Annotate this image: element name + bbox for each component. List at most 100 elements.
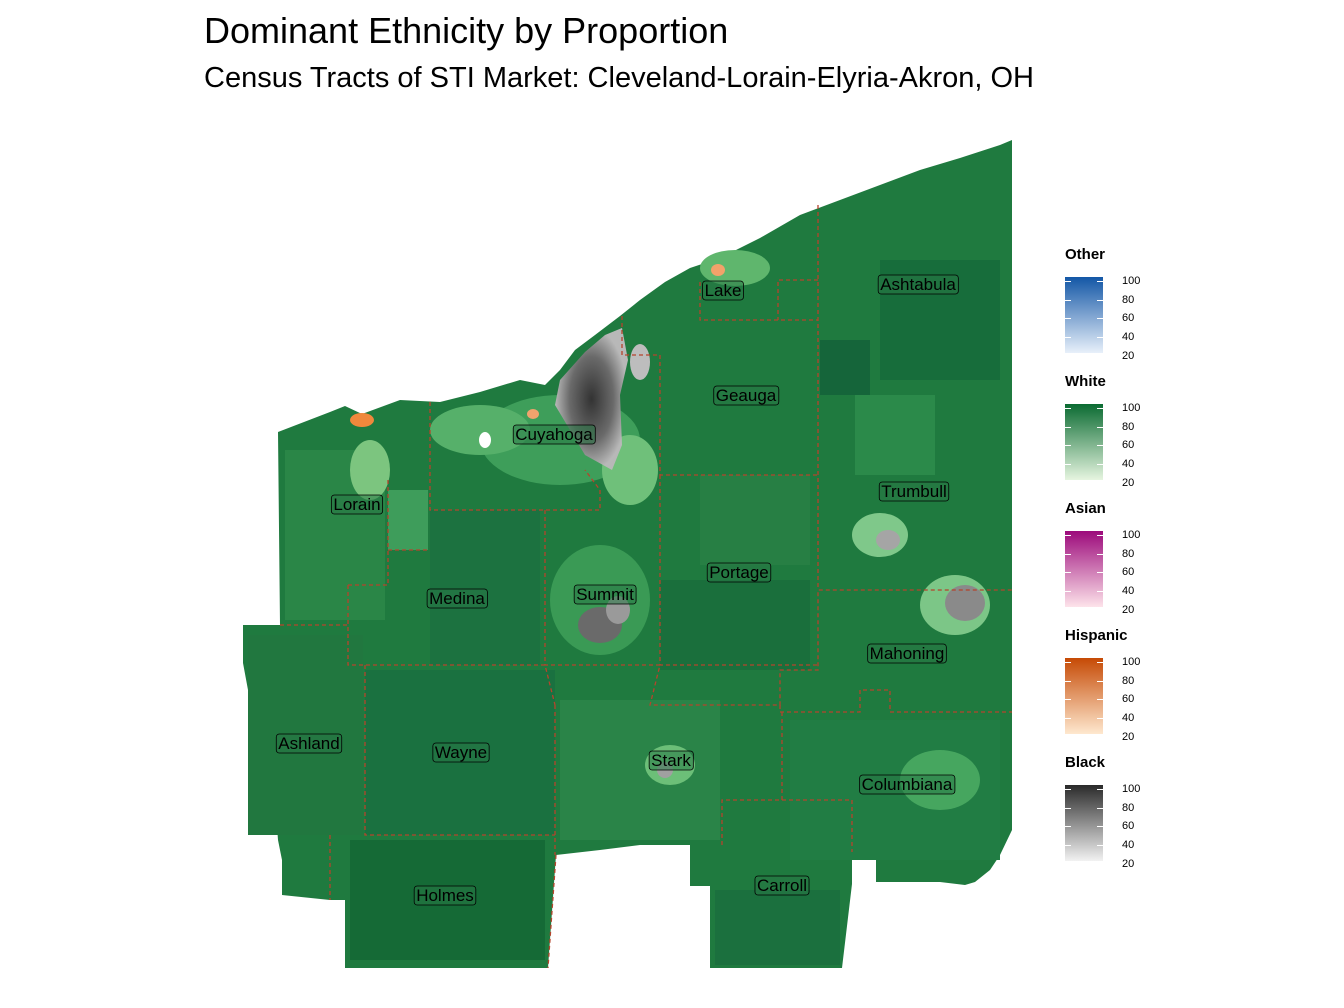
legend-tick-mark: [1097, 609, 1103, 611]
legend-title: Hispanic: [1065, 627, 1128, 644]
county-label-box: [330, 494, 384, 515]
county-label-box: [877, 274, 959, 295]
legend-tick-mark: [1065, 355, 1071, 357]
legend-colorbar: [1065, 277, 1103, 353]
legend-tick-label: 100: [1122, 402, 1141, 414]
legend-tick-mark: [1065, 408, 1071, 409]
county-label: Geauga: [713, 385, 780, 406]
legend-tick-mark: [1097, 408, 1103, 409]
legend-tick-mark: [1065, 299, 1071, 301]
legend-tick-mark: [1097, 845, 1103, 847]
county-label: Wayne: [432, 742, 490, 763]
county-label: Stark: [648, 750, 694, 771]
legend-tick-label: 20: [1122, 857, 1135, 870]
county-label-text: Mahoning: [870, 644, 945, 663]
county-label-box: [426, 588, 488, 609]
legend-tick-mark: [1065, 662, 1071, 663]
legend-tick-label: 100: [1122, 275, 1141, 287]
legend-tick-mark: [1097, 680, 1103, 682]
county-label-box: [648, 750, 694, 771]
county-label-text: Lorain: [333, 495, 380, 514]
county-label-box: [878, 481, 950, 502]
legend-tick-label: 40: [1122, 585, 1135, 598]
legend-tick-label: 60: [1122, 566, 1135, 579]
county-label-text: Stark: [651, 751, 691, 770]
legend-title: Asian: [1065, 500, 1106, 517]
county-label-box: [859, 774, 956, 795]
legend-tick-mark: [1097, 482, 1103, 484]
hispanic-dominant-tracts: [350, 264, 725, 427]
legend-colorbar: [1065, 404, 1103, 480]
legend-tick-label: 20: [1122, 349, 1135, 362]
legend-tick-mark: [1097, 299, 1103, 301]
county-label-box: [754, 875, 810, 896]
legend-tick-mark: [1065, 826, 1071, 828]
legend-tick-label: 80: [1122, 674, 1135, 687]
county-label: Lake: [702, 280, 744, 301]
county-label-text: Ashland: [278, 734, 339, 753]
legend-tick-label: 60: [1122, 693, 1135, 706]
legend-other: Other 100 80 60 40 20: [1065, 246, 1185, 373]
legend-tick-label: 20: [1122, 476, 1135, 489]
legend-tick-mark: [1097, 281, 1103, 282]
legend-tick-label: 20: [1122, 730, 1135, 743]
legend-tick-mark: [1065, 609, 1071, 611]
county-label-text: Lake: [705, 281, 742, 300]
county-label-text: Portage: [709, 563, 769, 582]
legend-tick-label: 100: [1122, 529, 1141, 541]
county-label-box: [512, 424, 596, 445]
county-label: Carroll: [754, 875, 810, 896]
legend-tick-mark: [1097, 426, 1103, 428]
legend-colorbar: [1065, 531, 1103, 607]
county-label-text: Cuyahoga: [515, 425, 593, 444]
county-label: Portage: [706, 562, 772, 583]
county-label-box: [867, 643, 947, 664]
county-label-text: Wayne: [435, 743, 487, 762]
legend-tick-mark: [1097, 789, 1103, 790]
legend-tick-mark: [1065, 482, 1071, 484]
legend-tick-label: 60: [1122, 439, 1135, 452]
county-label: Medina: [426, 588, 488, 609]
county-label: Mahoning: [867, 643, 947, 664]
legend-tick-mark: [1065, 337, 1071, 339]
county-label-text: Trumbull: [881, 482, 947, 501]
legend-tick-mark: [1097, 464, 1103, 466]
legend-tick-mark: [1065, 572, 1071, 574]
legend-tick-label: 80: [1122, 801, 1135, 814]
county-label-text: Summit: [576, 585, 634, 604]
county-label: Cuyahoga: [512, 424, 596, 445]
legend-colorbar: [1065, 785, 1103, 861]
legend-title: White: [1065, 373, 1106, 390]
county-label: Ashland: [275, 733, 343, 754]
county-label: Columbiana: [859, 774, 956, 795]
legend-tick-mark: [1065, 426, 1071, 428]
county-label-box: [573, 584, 637, 605]
county-label-box: [275, 733, 343, 754]
legend-hispanic: Hispanic 100 80 60 40 20: [1065, 627, 1185, 754]
legend-tick-mark: [1097, 572, 1103, 574]
legend-tick-label: 80: [1122, 293, 1135, 306]
legend-tick-mark: [1097, 355, 1103, 357]
county-label: Holmes: [413, 885, 477, 906]
county-label: Lorain: [330, 494, 384, 515]
county-label-text: Columbiana: [862, 775, 953, 794]
legend-tick-label: 40: [1122, 712, 1135, 725]
county-labels: Lake Ashtabula Geauga Cuyahoga Trumbull Lorai…: [275, 274, 959, 906]
legend-tick-mark: [1097, 736, 1103, 738]
county-label-box: [432, 742, 490, 763]
county-label-text: Holmes: [416, 886, 474, 905]
legend-tick-mark: [1065, 591, 1071, 593]
legend-tick-mark: [1097, 318, 1103, 320]
legend-tick-mark: [1097, 863, 1103, 865]
legend-tick-label: 100: [1122, 656, 1141, 668]
legend-tick-mark: [1065, 863, 1071, 865]
legend-tick-mark: [1097, 718, 1103, 720]
legend-tick-mark: [1065, 535, 1071, 536]
county-label-box: [713, 385, 780, 406]
legend-tick-label: 40: [1122, 331, 1135, 344]
legend-tick-mark: [1065, 736, 1071, 738]
legend-title: Black: [1065, 754, 1106, 771]
legend-title: Other: [1065, 246, 1106, 263]
county-label-text: Ashtabula: [880, 275, 956, 294]
